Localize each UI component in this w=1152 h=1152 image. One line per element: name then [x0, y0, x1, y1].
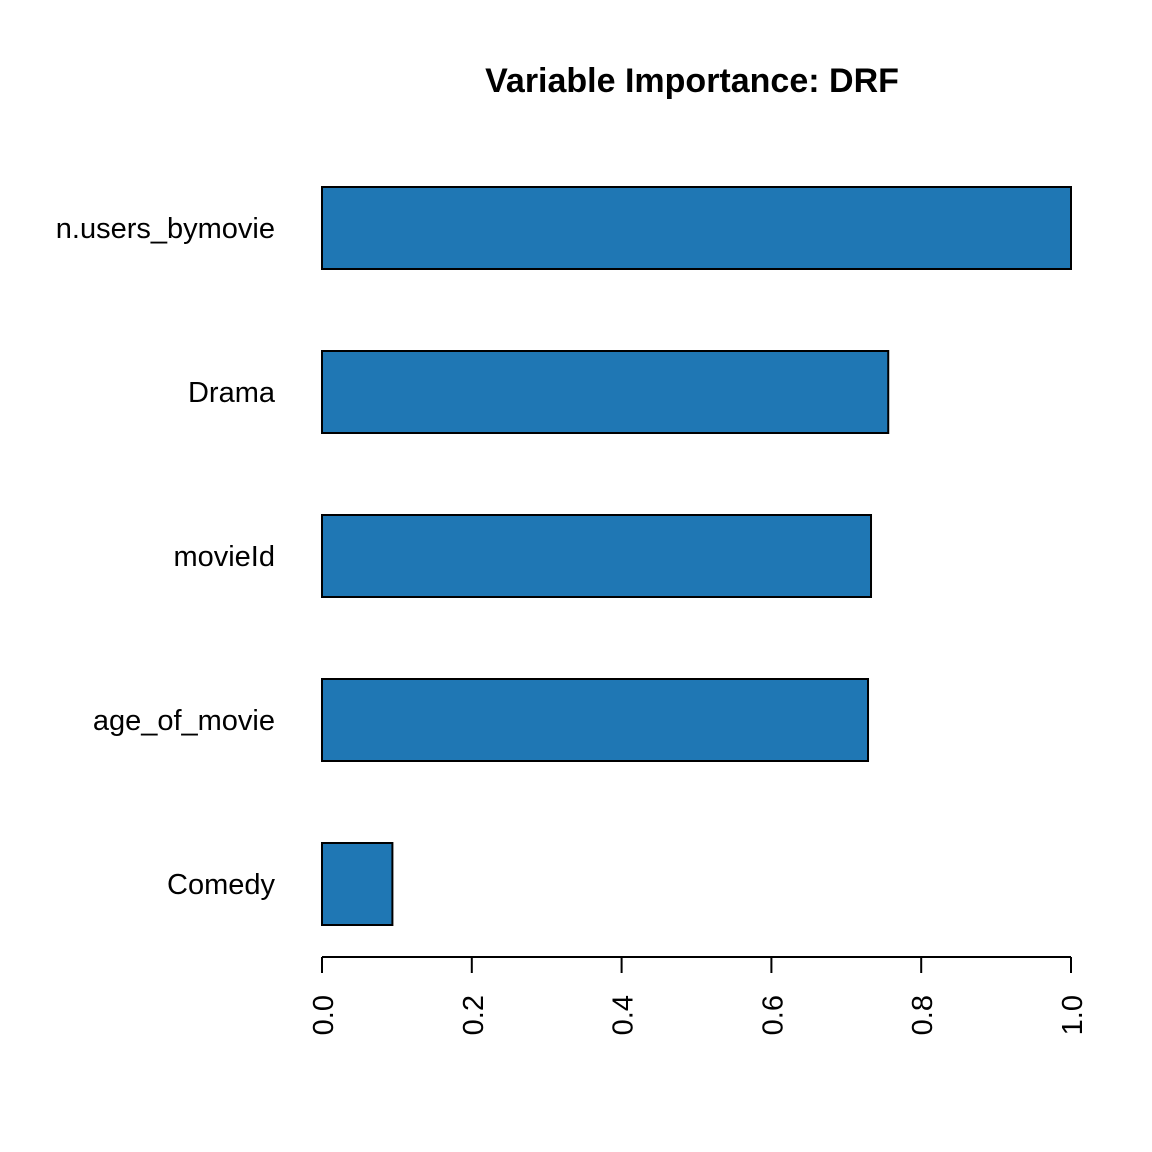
category-label-movieid: movieId — [173, 541, 275, 573]
x-tick-label-0: 0.0 — [308, 995, 340, 1035]
bar-n-users-bymovie — [321, 186, 1072, 270]
x-tick-label-5: 1.0 — [1057, 995, 1089, 1035]
x-axis: 0.0 0.2 0.4 0.6 0.8 1.0 — [308, 956, 1089, 1035]
chart-title: Variable Importance: DRF — [485, 62, 899, 100]
bars — [321, 186, 1072, 926]
x-tick-label-4: 0.8 — [907, 995, 939, 1035]
category-label-comedy: Comedy — [167, 869, 275, 901]
x-tick-label-1: 0.2 — [458, 995, 490, 1035]
x-tick-label-2: 0.4 — [608, 995, 640, 1035]
bar-age-of-movie — [321, 678, 870, 762]
bar-comedy — [321, 842, 394, 926]
category-label-drama: Drama — [188, 377, 276, 409]
category-labels: n.users_bymovie Drama movieId age_of_movie C… — [56, 213, 276, 901]
category-label-age-of-movie: age_of_movie — [93, 705, 275, 737]
x-tick-label-3: 0.6 — [757, 995, 789, 1035]
bar-drama — [321, 350, 890, 434]
category-label-n-users-bymovie: n.users_bymovie — [56, 213, 275, 245]
bar-movieid — [321, 514, 873, 598]
